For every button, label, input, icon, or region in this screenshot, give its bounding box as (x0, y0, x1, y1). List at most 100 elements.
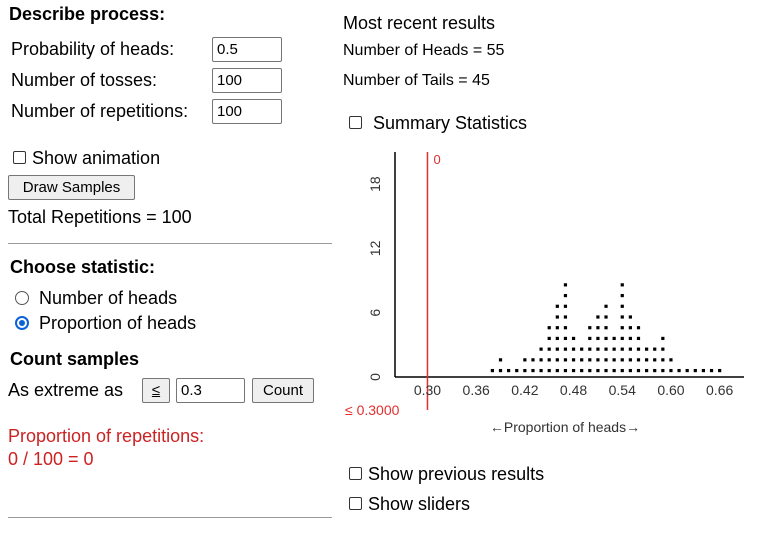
dot-marker (612, 336, 616, 341)
prob-heads-input[interactable] (212, 37, 282, 62)
dot-marker (498, 358, 503, 362)
dot-marker (555, 304, 559, 308)
draw-samples-button[interactable]: Draw Samples (8, 175, 135, 200)
dot-marker (661, 368, 665, 373)
y-tick-label: 6 (367, 309, 383, 317)
dot-marker (604, 326, 608, 330)
show-animation-checkbox[interactable] (13, 151, 26, 164)
dot-marker (596, 315, 600, 319)
prob-heads-label: Probability of heads: (11, 39, 175, 59)
dot-marker (531, 368, 535, 373)
dot-marker (645, 368, 649, 373)
num-tosses-input[interactable] (212, 68, 282, 93)
summary-statistics-checkbox[interactable] (349, 116, 362, 129)
summary-statistics-label: Summary Statistics (373, 113, 528, 133)
dot-marker (628, 347, 632, 351)
show-previous-checkbox[interactable] (349, 467, 362, 480)
radio-proportion-of-heads[interactable] (15, 316, 29, 330)
divider (8, 243, 332, 244)
dot-marker (596, 336, 600, 341)
describe-process-heading: Describe process: (9, 4, 166, 24)
proportion-of-heads-label: Proportion of heads (39, 313, 197, 333)
dot-marker (620, 293, 624, 298)
dot-marker (604, 315, 608, 319)
dot-marker (539, 347, 543, 351)
dot-marker (604, 368, 608, 373)
dot-marker (620, 336, 624, 341)
show-previous-label: Show previous results (368, 464, 545, 484)
dot-marker (563, 315, 568, 319)
divider (8, 517, 332, 518)
num-reps-input[interactable] (212, 99, 282, 124)
dot-marker (596, 358, 600, 362)
dot-marker (498, 368, 503, 373)
threshold-input[interactable] (176, 378, 245, 403)
dot-marker (636, 368, 641, 373)
proportion-repetitions-value: 0 / 100 = 0 (8, 449, 94, 469)
number-of-heads-label: Number of heads (39, 288, 178, 308)
dot-marker (628, 326, 632, 330)
dot-marker (620, 368, 624, 373)
dot-marker (693, 368, 697, 373)
dot-marker (677, 368, 681, 373)
dot-marker (620, 347, 624, 351)
dot-marker (580, 358, 584, 362)
dot-marker (523, 368, 527, 373)
dot-marker (636, 347, 641, 351)
dot-marker (645, 347, 649, 351)
direction-button[interactable]: ≤ (142, 378, 170, 403)
x-tick-label: 0.36 (463, 382, 490, 398)
dot-marker (507, 368, 511, 373)
dot-marker (628, 336, 632, 341)
dot-marker (588, 358, 592, 362)
dot-marker (555, 368, 559, 373)
dot-marker (580, 368, 584, 373)
dot-marker (596, 368, 600, 373)
dot-marker (539, 358, 543, 362)
dot-marker (547, 326, 551, 330)
show-sliders-checkbox[interactable] (349, 497, 362, 510)
y-tick-label: 0 (367, 373, 383, 381)
dot-marker (539, 368, 543, 373)
dot-marker (669, 358, 673, 362)
dot-marker (563, 283, 568, 287)
dot-marker (612, 368, 616, 373)
radio-number-of-heads[interactable] (15, 291, 29, 305)
choose-statistic-heading: Choose statistic: (10, 257, 156, 277)
num-reps-label: Number of repetitions: (11, 101, 189, 121)
count-button[interactable]: Count (252, 378, 314, 403)
dot-marker (653, 358, 657, 362)
count-samples-heading: Count samples (10, 349, 140, 369)
x-tick-label: 0.30 (414, 382, 441, 398)
proportion-repetitions-label: Proportion of repetitions: (8, 426, 205, 446)
dots-group (490, 283, 722, 373)
dotplot-chart: 0 6 12 18 0 0.30 0.36 0.42 0.48 0.54 0.60 0.66 ≤ … (345, 152, 744, 435)
dot-marker (636, 326, 641, 330)
dot-marker (571, 368, 576, 373)
dot-marker (653, 347, 657, 351)
dot-marker (563, 293, 568, 298)
dot-marker (563, 368, 568, 373)
number-of-heads-result: Number of Heads = 55 (343, 42, 505, 59)
y-tick-label: 12 (367, 240, 383, 256)
dot-marker (685, 368, 689, 373)
dot-marker (490, 368, 494, 373)
dot-marker (653, 368, 657, 373)
dot-marker (718, 368, 722, 373)
cutoff-value-label: ≤ 0.3000 (345, 402, 400, 418)
y-tick-label: 18 (367, 176, 383, 192)
x-tick-label: 0.48 (560, 382, 587, 398)
dot-marker (523, 358, 527, 362)
dot-marker (604, 304, 608, 308)
dot-marker (588, 347, 592, 351)
dot-marker (563, 326, 568, 330)
dot-marker (555, 326, 559, 330)
dot-marker (701, 368, 706, 373)
dot-marker (555, 358, 559, 362)
x-axis-labels: 0.30 0.36 0.42 0.48 0.54 0.60 0.66 (414, 382, 734, 398)
x-axis-title: ←Proportion of heads→ (490, 419, 640, 435)
dot-marker (612, 347, 616, 351)
dot-marker (571, 336, 576, 341)
dot-marker (604, 336, 608, 341)
dot-marker (555, 347, 559, 351)
